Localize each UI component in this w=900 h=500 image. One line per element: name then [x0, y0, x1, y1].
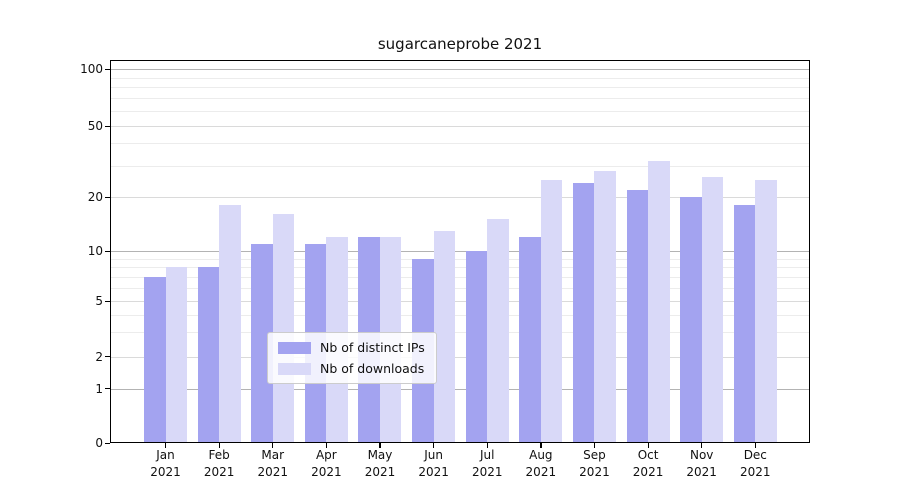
bar-distinct-ips-dec [733, 205, 756, 443]
y-tick-2 [105, 356, 110, 358]
gridline-y-8 [110, 267, 810, 269]
y-tick-label-5: 5 [95, 294, 103, 308]
bar-downloads-aug [540, 179, 563, 443]
bar-distinct-ips-oct [626, 189, 649, 443]
y-tick-label-0: 0 [95, 436, 103, 450]
x-tick-sep [593, 443, 596, 448]
x-tick-label-may: May 2021 [364, 448, 396, 479]
x-tick-label-jul: Jul 2021 [471, 448, 503, 479]
bar-downloads-feb [219, 205, 241, 443]
bar-distinct-ips-jul [465, 251, 488, 443]
x-tick-label-sep: Sep 2021 [579, 448, 610, 479]
x-tick-oct [647, 443, 649, 448]
y-tick-label-100: 100 [80, 62, 103, 76]
plot-area [110, 60, 810, 443]
x-tick-label-dec: Dec 2021 [740, 448, 771, 479]
bar-distinct-ips-nov [680, 197, 702, 443]
x-tick-label-feb: Feb 2021 [203, 448, 235, 479]
x-tick-jul [486, 443, 488, 448]
gridline-y-80 [110, 87, 810, 89]
gridline-y-7 [110, 276, 810, 278]
y-tick-100 [105, 68, 110, 70]
bar-downloads-mar [272, 214, 295, 443]
y-tick-label-1: 1 [95, 381, 103, 396]
legend-swatch-distinct-ips [278, 341, 311, 354]
legend-swatch-downloads [278, 362, 311, 375]
legend-label-distinct-ips: Nb of distinct IPs [320, 340, 425, 355]
legend: Nb of distinct IPs Nb of downloads [267, 332, 437, 384]
legend-label-downloads: Nb of downloads [320, 361, 425, 376]
legend-entry-downloads: Nb of downloads [278, 361, 425, 376]
bar-downloads-jan [165, 267, 187, 443]
y-tick-1 [105, 388, 110, 390]
x-tick-jan [165, 443, 167, 448]
y-tick-50 [105, 125, 110, 127]
gridline-y-40 [110, 143, 810, 145]
x-tick-nov [701, 443, 703, 448]
x-tick-mar [272, 443, 274, 448]
gridline-y-60 [110, 111, 810, 112]
bar-downloads-jul [487, 219, 509, 443]
gridline-y-6 [110, 287, 810, 289]
x-tick-label-apr: Apr 2021 [311, 448, 342, 479]
x-tick-aug [540, 443, 542, 448]
gridline-y-70 [110, 98, 810, 100]
x-tick-may [379, 443, 381, 448]
bar-downloads-jun [433, 230, 456, 443]
bar-distinct-ips-aug [519, 236, 541, 443]
x-tick-feb [218, 443, 220, 448]
y-tick-5 [105, 300, 110, 302]
gridline-y-20 [110, 197, 810, 198]
gridline-y-3 [110, 331, 810, 333]
gridline-y-4 [110, 314, 810, 316]
x-tick-label-jun: Jun 2021 [418, 448, 449, 479]
y-tick-label-20: 20 [87, 190, 103, 204]
bar-distinct-ips-feb [197, 267, 220, 443]
gridline-y-10 [110, 251, 810, 252]
x-tick-label-mar: Mar 2021 [257, 448, 288, 479]
x-tick-jun [433, 443, 435, 448]
bar-distinct-ips-jan [144, 276, 166, 443]
x-tick-dec [754, 443, 756, 448]
gridline-y-9 [110, 258, 810, 260]
gridline-y-5 [110, 301, 810, 302]
y-tick-20 [105, 196, 110, 198]
x-tick-label-jan: Jan 2021 [150, 448, 181, 479]
legend-entry-distinct-ips: Nb of distinct IPs [278, 340, 425, 355]
y-tick-10 [105, 250, 110, 252]
y-tick-label-10: 10 [87, 244, 103, 258]
y-tick-label-2: 2 [95, 349, 103, 364]
chart-title: sugarcaneprobe 2021 [377, 35, 543, 53]
bar-distinct-ips-sep [572, 182, 595, 443]
x-tick-label-nov: Nov 2021 [686, 448, 717, 479]
bar-downloads-dec [755, 179, 777, 443]
x-tick-label-oct: Oct 2021 [632, 448, 664, 479]
bar-downloads-sep [594, 170, 616, 443]
gridline-y-50 [110, 126, 810, 127]
x-tick-label-aug: Aug 2021 [525, 448, 557, 479]
y-tick-0 [105, 442, 110, 444]
bar-downloads-oct [648, 160, 670, 443]
gridline-y-90 [110, 77, 810, 79]
gridline-y-1 [110, 388, 810, 390]
bar-downloads-nov [701, 176, 724, 443]
gridline-y-100 [110, 69, 810, 70]
bar-distinct-ips-mar [251, 243, 273, 443]
gridline-y-30 [110, 165, 810, 167]
x-tick-apr [325, 443, 328, 448]
gridline-y-2 [110, 356, 810, 358]
y-tick-label-50: 50 [87, 119, 103, 133]
